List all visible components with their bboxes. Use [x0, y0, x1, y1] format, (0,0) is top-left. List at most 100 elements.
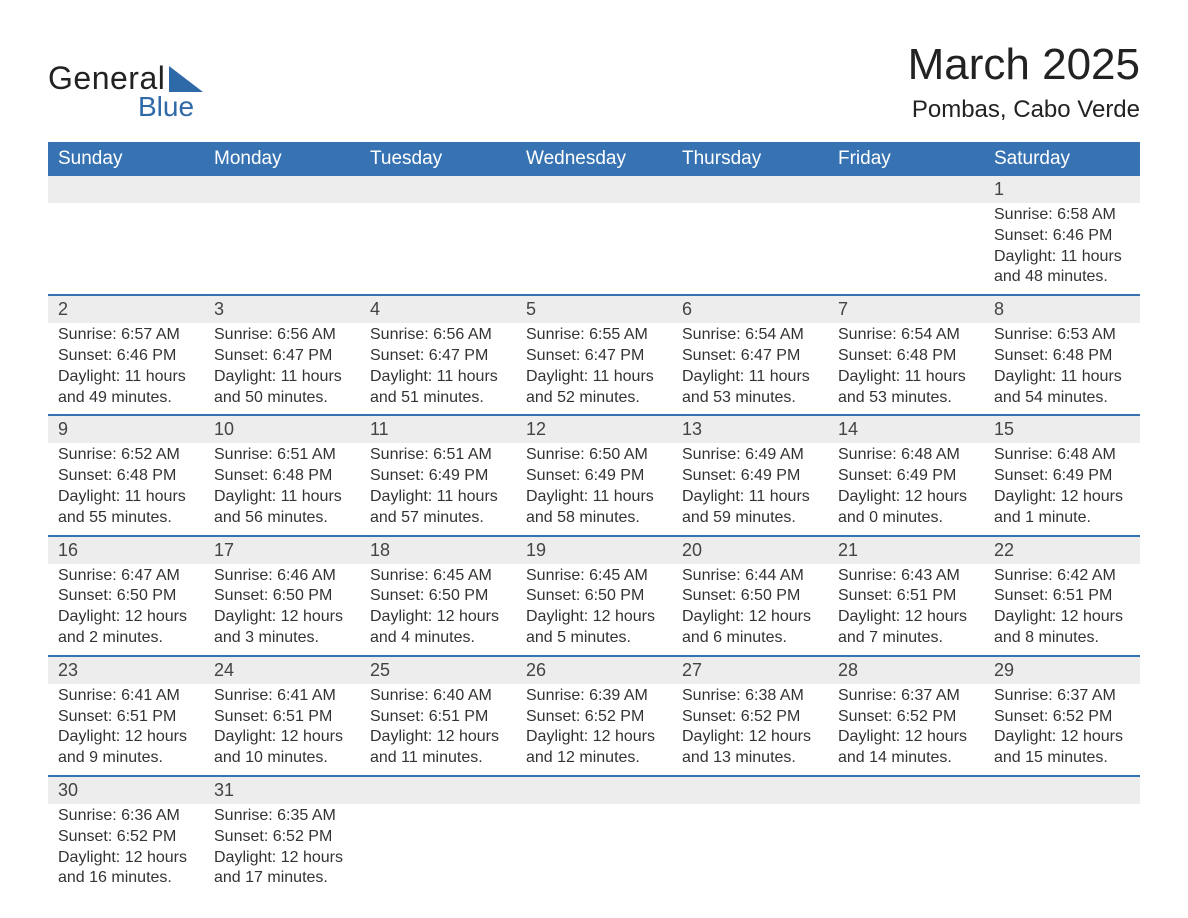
day-detail-cell [828, 804, 984, 895]
title-block: March 2025 Pombas, Cabo Verde [908, 40, 1140, 124]
day-detail-cell: Sunrise: 6:40 AMSunset: 6:51 PMDaylight:… [360, 684, 516, 776]
day-detail-row: Sunrise: 6:41 AMSunset: 6:51 PM Daylight:… [48, 684, 1140, 776]
daylight-text: Daylight: 12 hours and 16 minutes. [58, 848, 194, 890]
day-number-row: 3031 [48, 776, 1140, 804]
day-detail-cell [516, 203, 672, 295]
weekday-header: Tuesday [360, 142, 516, 176]
day-detail-row: Sunrise: 6:57 AMSunset: 6:46 PM Daylight:… [48, 323, 1140, 415]
day-number-cell: 23 [48, 656, 204, 684]
sunset-text: Sunset: 6:52 PM [838, 707, 974, 728]
day-number-cell [516, 176, 672, 203]
daylight-text: Daylight: 11 hours and 59 minutes. [682, 487, 818, 529]
sunrise-text: Sunrise: 6:51 AM [214, 445, 350, 466]
day-number-row: 23242526272829 [48, 656, 1140, 684]
sunrise-text: Sunrise: 6:55 AM [526, 325, 662, 346]
sunrise-text: Sunrise: 6:43 AM [838, 566, 974, 587]
day-detail-cell: Sunrise: 6:58 AMSunset: 6:46 PMDaylight:… [984, 203, 1140, 295]
sunset-text: Sunset: 6:46 PM [58, 346, 194, 367]
daylight-text: Daylight: 12 hours and 0 minutes. [838, 487, 974, 529]
sunset-text: Sunset: 6:52 PM [526, 707, 662, 728]
day-detail-cell: Sunrise: 6:54 AMSunset: 6:48 PMDaylight:… [828, 323, 984, 415]
day-number-cell: 13 [672, 415, 828, 443]
day-detail-cell: Sunrise: 6:50 AMSunset: 6:49 PMDaylight:… [516, 443, 672, 535]
day-detail-row: Sunrise: 6:47 AMSunset: 6:50 PMDaylight:… [48, 564, 1140, 656]
location-subtitle: Pombas, Cabo Verde [908, 96, 1140, 124]
day-detail-cell: Sunrise: 6:56 AMSunset: 6:47 PMDaylight:… [360, 323, 516, 415]
weekday-header-row: Sunday Monday Tuesday Wednesday Thursday… [48, 142, 1140, 176]
sunset-text: Sunset: 6:50 PM [214, 586, 350, 607]
sunrise-text: Sunrise: 6:49 AM [682, 445, 818, 466]
day-number-cell: 19 [516, 536, 672, 564]
daylight-text: Daylight: 12 hours and 3 minutes. [214, 607, 350, 649]
day-number-cell: 4 [360, 295, 516, 323]
weekday-header: Monday [204, 142, 360, 176]
weekday-header: Wednesday [516, 142, 672, 176]
day-number-cell: 7 [828, 295, 984, 323]
day-number-cell: 21 [828, 536, 984, 564]
sunrise-text: Sunrise: 6:45 AM [370, 566, 506, 587]
day-detail-row: Sunrise: 6:52 AMSunset: 6:48 PMDaylight:… [48, 443, 1140, 535]
brand-logo: General Blue [48, 60, 203, 123]
day-number-row: 9101112131415 [48, 415, 1140, 443]
sunset-text: Sunset: 6:46 PM [994, 226, 1130, 247]
day-detail-cell: Sunrise: 6:53 AMSunset: 6:48 PMDaylight:… [984, 323, 1140, 415]
day-number-cell [828, 776, 984, 804]
sunrise-text: Sunrise: 6:37 AM [994, 686, 1130, 707]
sunset-text: Sunset: 6:48 PM [214, 466, 350, 487]
day-number-cell: 5 [516, 295, 672, 323]
day-detail-cell: Sunrise: 6:45 AMSunset: 6:50 PMDaylight:… [360, 564, 516, 656]
sunrise-text: Sunrise: 6:52 AM [58, 445, 194, 466]
sunset-text: Sunset: 6:51 PM [838, 586, 974, 607]
daylight-text: Daylight: 12 hours and 10 minutes. [214, 727, 350, 769]
day-number-cell [360, 176, 516, 203]
sunrise-text: Sunrise: 6:50 AM [526, 445, 662, 466]
day-number-row: 2345678 [48, 295, 1140, 323]
daylight-text: Daylight: 12 hours and 14 minutes. [838, 727, 974, 769]
daylight-text: Daylight: 11 hours and 54 minutes. [994, 367, 1130, 409]
day-detail-cell: Sunrise: 6:57 AMSunset: 6:46 PMDaylight:… [48, 323, 204, 415]
day-detail-cell: Sunrise: 6:43 AMSunset: 6:51 PMDaylight:… [828, 564, 984, 656]
day-detail-cell: Sunrise: 6:51 AMSunset: 6:49 PMDaylight:… [360, 443, 516, 535]
daylight-text: Daylight: 11 hours and 58 minutes. [526, 487, 662, 529]
weekday-header: Sunday [48, 142, 204, 176]
daylight-text: Daylight: 12 hours and 15 minutes. [994, 727, 1130, 769]
day-detail-row: Sunrise: 6:36 AMSunset: 6:52 PMDaylight:… [48, 804, 1140, 895]
sunrise-text: Sunrise: 6:35 AM [214, 806, 350, 827]
sunset-text: Sunset: 6:47 PM [214, 346, 350, 367]
day-number-cell [828, 176, 984, 203]
daylight-text: Daylight: 12 hours and 2 minutes. [58, 607, 194, 649]
day-number-cell: 6 [672, 295, 828, 323]
day-detail-cell: Sunrise: 6:49 AMSunset: 6:49 PMDaylight:… [672, 443, 828, 535]
day-detail-cell [828, 203, 984, 295]
day-detail-cell: Sunrise: 6:36 AMSunset: 6:52 PMDaylight:… [48, 804, 204, 895]
sunrise-text: Sunrise: 6:57 AM [58, 325, 194, 346]
sunrise-text: Sunrise: 6:56 AM [214, 325, 350, 346]
day-detail-cell [672, 804, 828, 895]
day-detail-cell: Sunrise: 6:48 AMSunset: 6:49 PMDaylight:… [828, 443, 984, 535]
day-number-cell: 17 [204, 536, 360, 564]
sunrise-text: Sunrise: 6:42 AM [994, 566, 1130, 587]
day-number-cell: 16 [48, 536, 204, 564]
sunrise-text: Sunrise: 6:47 AM [58, 566, 194, 587]
sunset-text: Sunset: 6:48 PM [58, 466, 194, 487]
daylight-text: Daylight: 12 hours and 12 minutes. [526, 727, 662, 769]
header: General Blue March 2025 Pombas, Cabo Ver… [48, 40, 1140, 124]
day-number-cell: 2 [48, 295, 204, 323]
day-detail-cell: Sunrise: 6:37 AMSunset: 6:52 PMDaylight:… [984, 684, 1140, 776]
sunset-text: Sunset: 6:52 PM [994, 707, 1130, 728]
day-number-cell: 12 [516, 415, 672, 443]
sunset-text: Sunset: 6:51 PM [58, 707, 194, 728]
day-detail-cell: Sunrise: 6:41 AMSunset: 6:51 PMDaylight:… [204, 684, 360, 776]
sunset-text: Sunset: 6:47 PM [526, 346, 662, 367]
day-detail-cell: Sunrise: 6:55 AMSunset: 6:47 PMDaylight:… [516, 323, 672, 415]
month-title: March 2025 [908, 40, 1140, 90]
day-number-cell: 14 [828, 415, 984, 443]
day-number-cell: 30 [48, 776, 204, 804]
sunrise-text: Sunrise: 6:41 AM [58, 686, 194, 707]
day-detail-cell: Sunrise: 6:45 AMSunset: 6:50 PMDaylight:… [516, 564, 672, 656]
daylight-text: Daylight: 12 hours and 8 minutes. [994, 607, 1130, 649]
sunrise-text: Sunrise: 6:53 AM [994, 325, 1130, 346]
sunset-text: Sunset: 6:52 PM [214, 827, 350, 848]
sunrise-text: Sunrise: 6:54 AM [682, 325, 818, 346]
weekday-header: Thursday [672, 142, 828, 176]
